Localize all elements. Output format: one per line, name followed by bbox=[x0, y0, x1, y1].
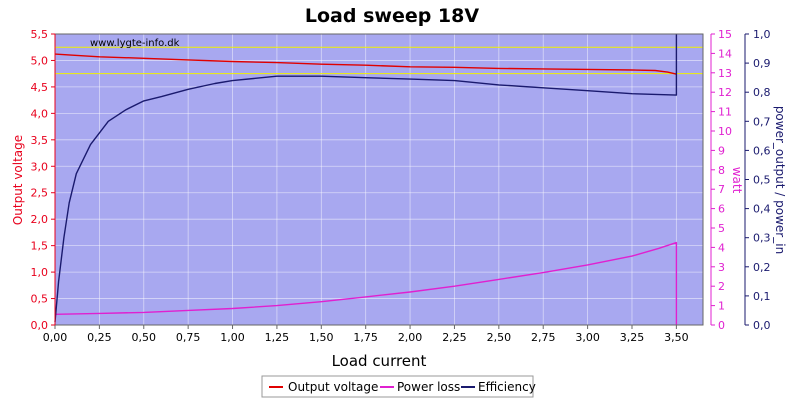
legend: Output voltage Power loss Efficiency bbox=[261, 375, 536, 398]
y-right1-tick-label: 0 bbox=[718, 319, 725, 332]
grid bbox=[54, 33, 703, 326]
y-right2-tick-label: 0,7 bbox=[753, 115, 771, 128]
watermark: www.lygte-info.dk bbox=[90, 38, 180, 49]
y-right2-tick-label: 0,2 bbox=[753, 261, 771, 274]
y-left-tick-label: 3,5 bbox=[31, 134, 49, 147]
y-right2-tick-label: 0,3 bbox=[753, 232, 771, 245]
y-right1-tick-label: 12 bbox=[718, 86, 732, 99]
x-tick-label: 1,75 bbox=[353, 331, 378, 344]
legend-label-output-voltage: Output voltage bbox=[288, 380, 378, 394]
x-tick-label: 2,50 bbox=[487, 331, 512, 344]
plot-area bbox=[55, 34, 703, 325]
y-right1-tick-label: 3 bbox=[718, 261, 725, 274]
y-right1-tick-label: 1 bbox=[718, 300, 725, 313]
y-right2-tick-label: 0,0 bbox=[753, 319, 771, 332]
x-axis: 0,00 0,25 0,50 0,75 1,00 1,25 1,50 1,75 2,00 2,25… bbox=[43, 325, 689, 344]
series-group bbox=[54, 34, 678, 325]
x-axis-label: Load current bbox=[332, 352, 427, 370]
series-line-efficiency bbox=[54, 34, 678, 323]
y-right1-tick-label: 13 bbox=[718, 67, 732, 80]
y-right1-tick-label: 5 bbox=[718, 222, 725, 235]
reference-lines bbox=[55, 46, 703, 75]
x-tick-label: 0,75 bbox=[176, 331, 201, 344]
y-axis-right-efficiency: 0,0 0,1 0,2 0,3 0,4 0,5 0,6 0,7 0,8 0,9 1,0 bbox=[744, 28, 771, 332]
y-right2-tick-label: 0,6 bbox=[753, 144, 771, 157]
y-left-tick-label: 1,0 bbox=[31, 266, 49, 279]
x-tick-label: 2,00 bbox=[398, 331, 423, 344]
y-right2-tick-label: 0,9 bbox=[753, 57, 771, 70]
y-left-tick-label: 0,0 bbox=[31, 319, 49, 332]
series-line-power-loss bbox=[54, 241, 678, 325]
y-left-axis-label: Output voltage bbox=[11, 135, 25, 225]
x-tick-label: 1,25 bbox=[265, 331, 290, 344]
x-tick-label: 1,00 bbox=[220, 331, 245, 344]
y-left-tick-label: 0,5 bbox=[31, 293, 49, 306]
x-tick-label: 0,50 bbox=[132, 331, 157, 344]
y-right1-tick-label: 11 bbox=[718, 106, 732, 119]
y-left-tick-label: 5,5 bbox=[31, 28, 49, 41]
y-left-tick-label: 4,0 bbox=[31, 107, 49, 120]
y-right1-axis-label: watt bbox=[730, 167, 744, 194]
legend-label-power-loss: Power loss bbox=[397, 380, 460, 394]
x-tick-label: 0,25 bbox=[87, 331, 112, 344]
y-right2-tick-label: 0,5 bbox=[753, 174, 771, 187]
x-tick-label: 2,75 bbox=[531, 331, 556, 344]
y-left-tick-label: 2,0 bbox=[31, 213, 49, 226]
y-left-tick-label: 2,5 bbox=[31, 187, 49, 200]
y-right1-tick-label: 14 bbox=[718, 47, 732, 60]
y-right1-tick-label: 2 bbox=[718, 280, 725, 293]
y-left-tick-label: 5,0 bbox=[31, 54, 49, 67]
x-tick-label: 0,00 bbox=[43, 331, 68, 344]
y-right1-tick-label: 8 bbox=[718, 164, 725, 177]
y-right1-tick-label: 7 bbox=[718, 183, 725, 196]
y-right1-tick-label: 6 bbox=[718, 203, 725, 216]
legend-box bbox=[261, 375, 534, 398]
x-tick-label: 3,00 bbox=[575, 331, 600, 344]
chart-title: Load sweep 18V bbox=[305, 5, 479, 27]
y-right2-tick-label: 0,8 bbox=[753, 86, 771, 99]
y-left-tick-label: 3,0 bbox=[31, 160, 49, 173]
y-right1-tick-label: 9 bbox=[718, 144, 725, 157]
y-right1-tick-label: 15 bbox=[718, 28, 732, 41]
y-left-tick-label: 4,5 bbox=[31, 81, 49, 94]
legend-label-efficiency: Efficiency bbox=[478, 380, 536, 394]
y-right2-tick-label: 0,1 bbox=[753, 290, 771, 303]
x-tick-label: 1,50 bbox=[309, 331, 334, 344]
y-right2-tick-label: 1,0 bbox=[753, 28, 771, 41]
series-line-output-voltage bbox=[54, 53, 677, 75]
y-right2-tick-label: 0,4 bbox=[753, 203, 771, 216]
x-tick-label: 3,50 bbox=[664, 331, 689, 344]
y-left-tick-label: 1,5 bbox=[31, 240, 49, 253]
x-tick-label: 3,25 bbox=[620, 331, 645, 344]
y-right1-tick-label: 4 bbox=[718, 241, 725, 254]
y-axis-left: 0,0 0,5 1,0 1,5 2,0 2,5 3,0 3,5 4,0 4,5 5,0 5,5 bbox=[31, 28, 56, 332]
y-right2-axis-label: power_output / power_in bbox=[773, 106, 787, 254]
x-tick-label: 2,25 bbox=[442, 331, 467, 344]
y-right1-tick-label: 10 bbox=[718, 125, 732, 138]
